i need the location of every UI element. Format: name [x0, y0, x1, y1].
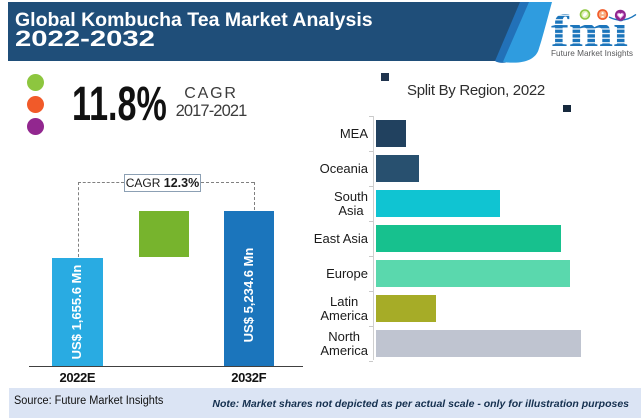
svg-text:Future Market Insights: Future Market Insights [551, 48, 633, 58]
